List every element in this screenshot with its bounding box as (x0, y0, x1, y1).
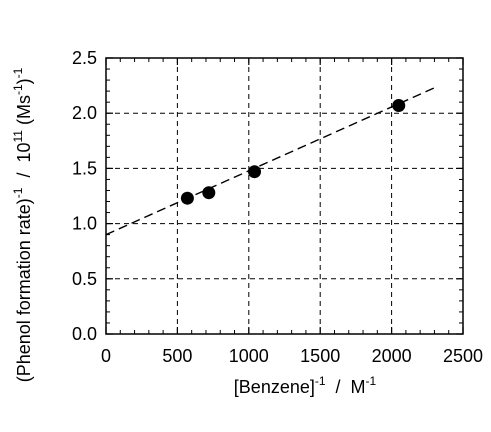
data-point (202, 186, 216, 200)
x-tick-label: 1500 (300, 346, 340, 366)
y-tick-label: 1.0 (72, 214, 97, 234)
y-tick-labels: 0.0 0.5 1.0 1.5 2.0 2.5 (72, 48, 97, 344)
y-tick-label: 2.0 (72, 103, 97, 123)
grid-lines (106, 58, 463, 334)
x-tick-label: 0 (101, 346, 111, 366)
x-tick-label: 1000 (229, 346, 269, 366)
x-axis-title: [Benzene]-1 / M-1 (234, 374, 377, 397)
data-point (248, 165, 262, 179)
x-tick-labels: 0 500 1000 1500 2000 2500 (101, 346, 483, 366)
x-tick-label: 500 (162, 346, 192, 366)
tick-marks (105, 57, 464, 335)
data-point (392, 98, 406, 112)
plot-frame (105, 57, 464, 335)
x-tick-label: 2500 (443, 346, 483, 366)
data-points (180, 98, 406, 205)
y-axis-title: (Phenol formation rate)-1 / 1011 (Ms-1)-… (11, 67, 34, 382)
y-tick-label: 1.5 (72, 158, 97, 178)
data-point (180, 191, 194, 205)
y-tick-label: 0.0 (72, 324, 97, 344)
y-tick-label: 0.5 (72, 269, 97, 289)
x-tick-label: 2000 (372, 346, 412, 366)
y-tick-label: 2.5 (72, 48, 97, 68)
fit-line (105, 87, 435, 236)
